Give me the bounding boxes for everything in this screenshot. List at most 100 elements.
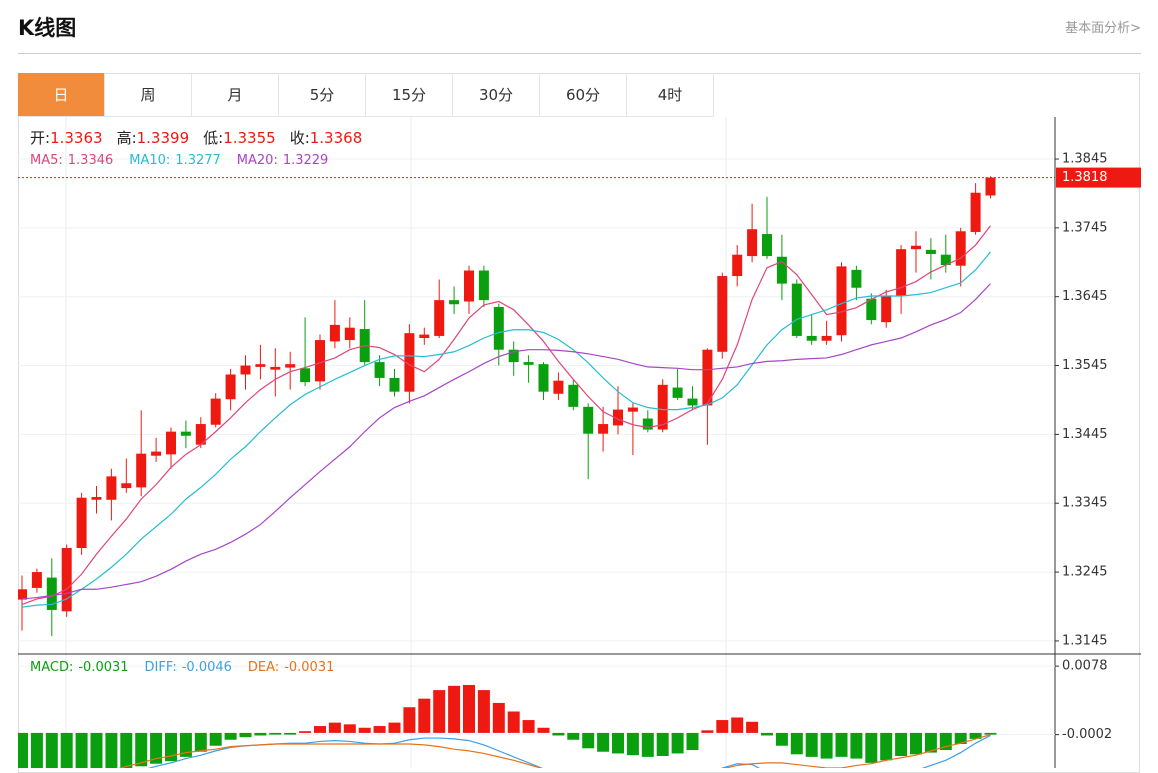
info-label: 收:: [290, 129, 310, 147]
candle-body: [344, 327, 355, 341]
macd-bar: [567, 732, 580, 740]
candle-body: [851, 269, 862, 288]
period-tabs: 日周月 5分 15分 30分 60分 4时: [18, 73, 714, 117]
candle-body: [285, 364, 296, 368]
macd-bar: [358, 727, 371, 733]
candle-body: [702, 349, 713, 406]
legend: MACD: -0.0031 DIFF: -0.0046 DEA: -0.0031: [30, 660, 334, 675]
fundamental-link[interactable]: 基本面分析>: [1065, 21, 1141, 36]
tab[interactable]: 60分: [540, 73, 627, 117]
candle-body: [329, 324, 340, 342]
macd-bar: [224, 732, 237, 740]
info-value: 1.3399: [137, 129, 190, 147]
tab[interactable]: 15分: [366, 73, 453, 117]
macd-line: [147, 734, 991, 768]
macd-bar: [165, 732, 177, 762]
tab[interactable]: 30分: [453, 73, 540, 117]
y-tick-label: 1.3845: [1062, 151, 1108, 166]
tab[interactable]: 5分: [279, 73, 366, 117]
macd-line: [118, 734, 991, 768]
candle-body: [508, 349, 519, 363]
macd-bar: [403, 707, 416, 733]
macd-bar: [701, 730, 714, 733]
macd-bar: [507, 711, 520, 733]
y-tick-label: 1.3745: [1062, 220, 1108, 235]
macd-bar: [805, 732, 818, 757]
candle-body: [210, 398, 221, 425]
legend-value: -0.0031: [284, 660, 334, 675]
candle-body: [940, 254, 951, 266]
last-price-label: 1.3818: [1062, 170, 1108, 185]
macd-bar: [328, 722, 341, 733]
info-value: 1.3368: [310, 129, 363, 147]
macd-bar: [463, 684, 475, 733]
macd-bar: [448, 685, 461, 733]
ma-line: [21, 283, 991, 600]
macd-bar: [686, 732, 699, 751]
candle-body: [821, 335, 832, 341]
macd-bar: [90, 732, 103, 768]
y-tick-label: 1.3445: [1062, 427, 1108, 442]
macd-bar: [477, 690, 490, 733]
macd-plot: [18, 684, 997, 768]
info-value: 1.3363: [50, 129, 103, 147]
candle-body: [896, 249, 907, 296]
candle-body: [836, 266, 847, 336]
macd-bar: [552, 732, 565, 736]
macd-bar: [820, 732, 833, 759]
y-tick-label: 1.3245: [1062, 565, 1108, 580]
info-label: 开:: [30, 129, 50, 147]
macd-bar: [775, 732, 788, 746]
macd-bar: [954, 732, 967, 745]
candle-body: [911, 245, 921, 250]
macd-bar: [120, 732, 133, 768]
candle-body: [136, 453, 147, 488]
tab[interactable]: 月: [192, 73, 279, 117]
candle-body: [791, 283, 802, 336]
tab[interactable]: 日: [18, 73, 105, 117]
macd-bar: [761, 732, 773, 736]
macd-bar: [924, 732, 937, 753]
tab[interactable]: 周: [105, 73, 192, 117]
macd-bar: [716, 720, 729, 733]
legend-name: DEA:: [248, 660, 279, 675]
candle-body: [374, 362, 385, 378]
macd-bar: [60, 732, 73, 768]
legend-value: 1.3277: [175, 153, 221, 168]
candle-body: [434, 300, 445, 336]
macd-bar: [984, 732, 997, 735]
macd-bar: [209, 732, 222, 746]
legend-value: 1.3229: [283, 153, 329, 168]
macd-bar: [135, 732, 148, 767]
y-tick-label: 1.3645: [1062, 289, 1108, 304]
price-plot: [18, 176, 996, 637]
candle-body: [717, 276, 728, 352]
info-label: 低:: [203, 129, 223, 147]
macd-bar: [522, 720, 535, 733]
macd-bar: [284, 732, 297, 735]
candle-body: [985, 177, 996, 196]
macd-bar: [433, 690, 446, 733]
candle-body: [255, 364, 266, 367]
macd-bar: [75, 732, 88, 768]
macd-bar: [194, 732, 207, 752]
macd-bar: [835, 732, 848, 757]
macd-bar: [105, 732, 118, 768]
macd-bar: [656, 732, 669, 757]
macd-bar: [880, 732, 893, 761]
macd-bar: [671, 732, 684, 754]
macd-bar: [373, 726, 386, 733]
candle-body: [464, 270, 474, 302]
candle-body: [151, 451, 162, 456]
macd-bar: [388, 722, 401, 733]
info-value: 1.3355: [223, 129, 276, 147]
macd-bar: [790, 732, 803, 755]
ma-line: [21, 251, 991, 608]
tab[interactable]: 4时: [627, 73, 714, 117]
y-tick-label: 1.3545: [1062, 358, 1108, 373]
candle-body: [76, 497, 87, 548]
macd-bar: [18, 732, 28, 768]
candle-body: [270, 366, 281, 370]
candle-body: [523, 362, 534, 365]
